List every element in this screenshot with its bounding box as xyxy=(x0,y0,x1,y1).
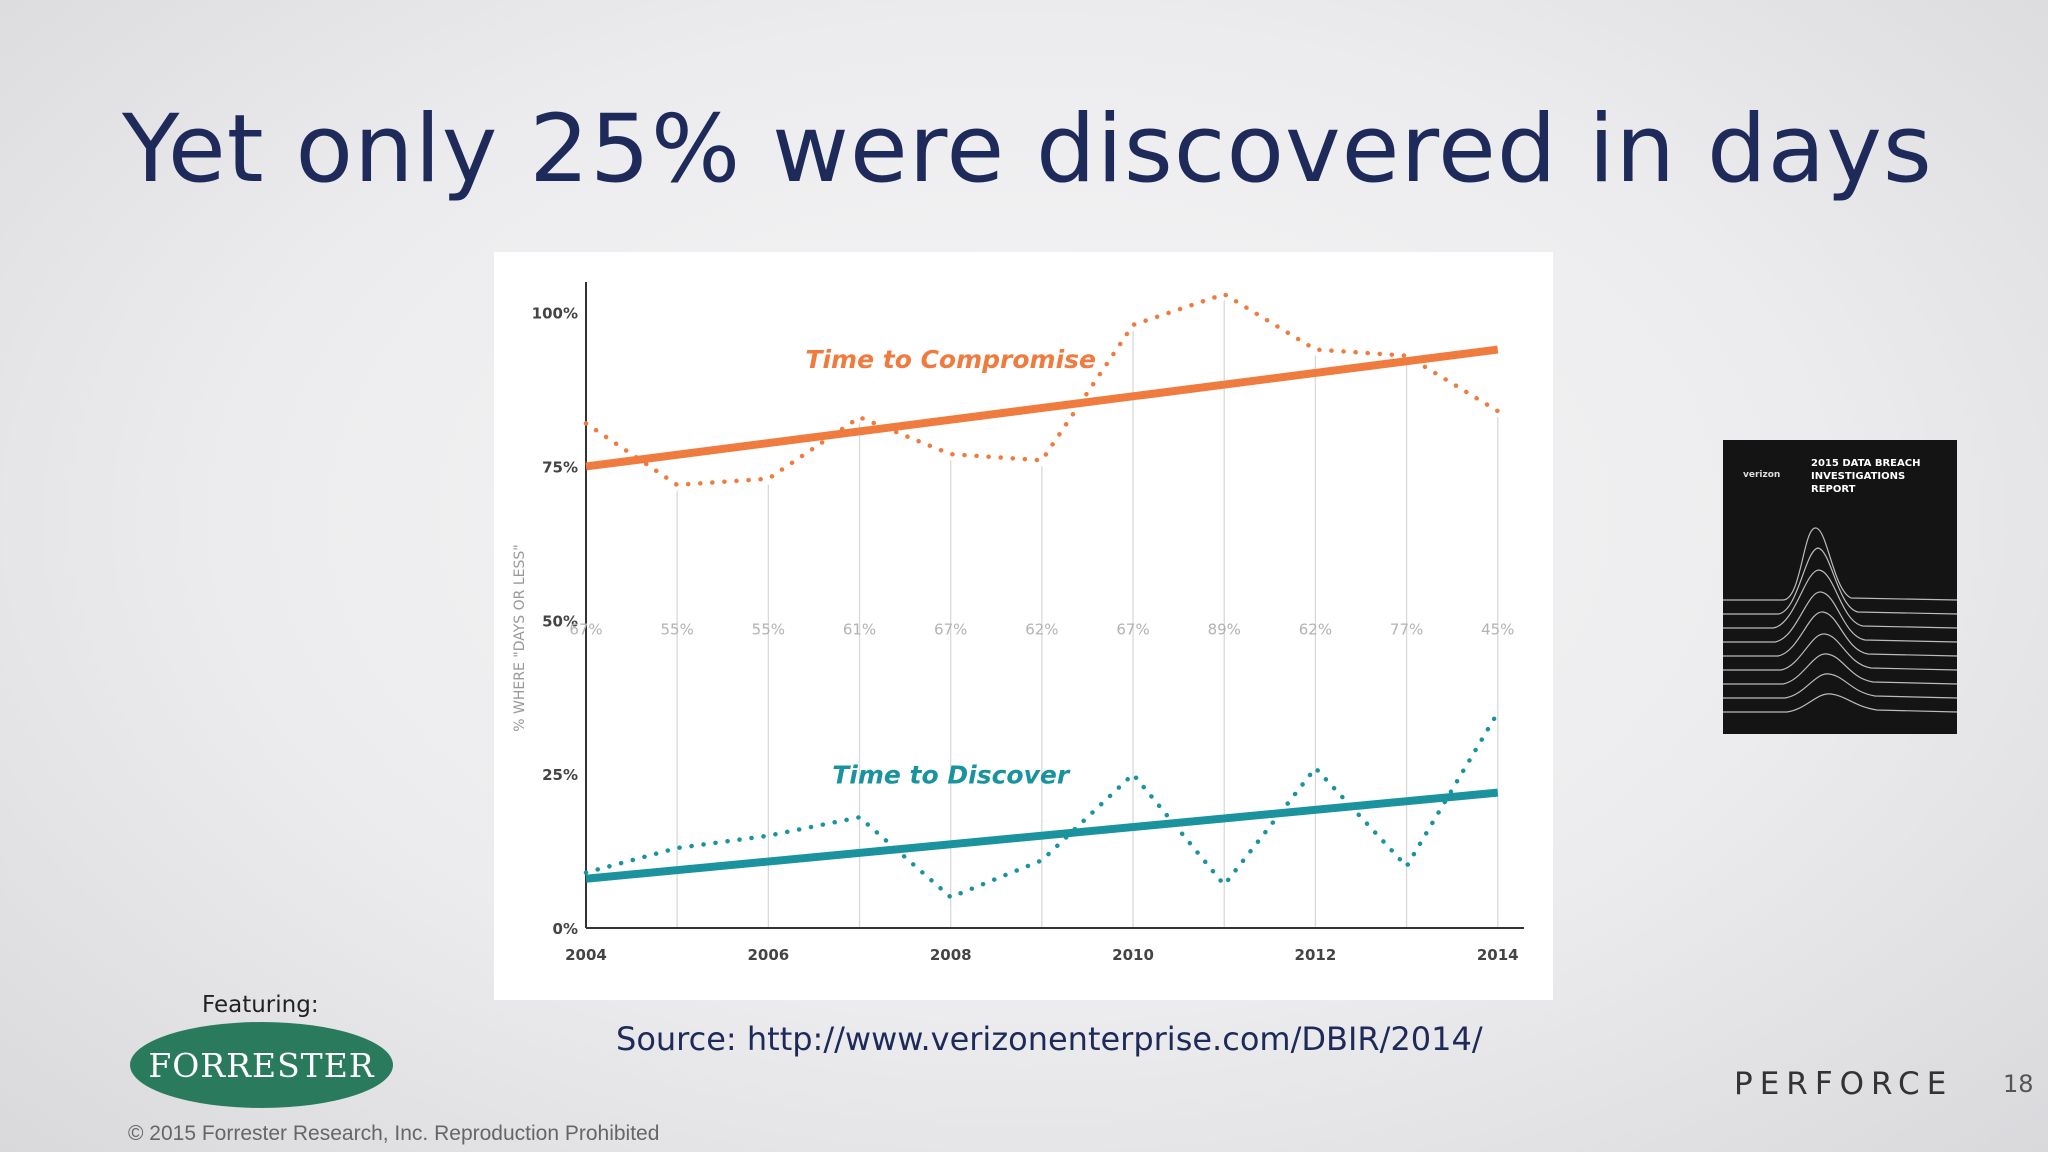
y-tick-label: 75% xyxy=(542,458,578,476)
gap-label: 61% xyxy=(843,621,876,639)
series-label: Time to Discover xyxy=(832,760,1071,789)
forrester-logo: FORRESTER xyxy=(130,1022,393,1108)
x-tick-label: 2014 xyxy=(1477,946,1519,964)
report-cover-title: 2015 DATA BREACH INVESTIGATIONS REPORT xyxy=(1811,458,1921,495)
gap-label: 62% xyxy=(1299,621,1332,639)
gap-label: 77% xyxy=(1390,621,1423,639)
report-cover-image: verizon 2015 DATA BREACH INVESTIGATIONS … xyxy=(1723,440,1957,734)
y-tick-label: 50% xyxy=(542,612,578,630)
gap-label: 62% xyxy=(1025,621,1058,639)
x-tick-label: 2010 xyxy=(1112,946,1154,964)
y-tick-label: 25% xyxy=(542,766,578,784)
x-tick-label: 2006 xyxy=(747,946,789,964)
forrester-logo-text: FORRESTER xyxy=(148,1045,375,1085)
y-tick-label: 100% xyxy=(532,305,578,323)
perforce-logo: PERFORCE xyxy=(1734,1066,1954,1102)
gap-label: 45% xyxy=(1481,621,1514,639)
series-label: Time to Compromise xyxy=(805,345,1096,374)
chart-panel: 0% 25% 50% 75% 100% 2004 2006 2008 2010 2012 2014%… xyxy=(494,252,1553,1000)
series-line-time-to-compromise xyxy=(583,291,1501,488)
gap-label: 67% xyxy=(934,621,967,639)
x-tick-label: 2008 xyxy=(930,946,972,964)
report-cover-brand: verizon xyxy=(1743,470,1781,480)
x-tick-label: 2004 xyxy=(565,946,607,964)
series-line-time-to-discover xyxy=(583,710,1501,900)
gap-label: 89% xyxy=(1208,621,1241,639)
trend-line-time-to-compromise xyxy=(585,345,1499,471)
source-citation: Source: http://www.verizonenterprise.com… xyxy=(616,1020,1483,1058)
gap-label: 67% xyxy=(569,621,602,639)
slide-title: Yet only 25% were discovered in days xyxy=(122,95,1933,204)
chart-svg: 0% 25% 50% 75% 100% 2004 2006 2008 2010 2012 2014%… xyxy=(512,282,1524,964)
report-cover-ridges xyxy=(1723,527,1957,713)
copyright-notice: © 2015 Forrester Research, Inc. Reproduc… xyxy=(128,1122,660,1145)
trend-line-time-to-discover xyxy=(585,788,1499,883)
y-tick-label: 0% xyxy=(553,920,578,938)
featuring-label: Featuring: xyxy=(202,992,319,1018)
gap-label: 67% xyxy=(1116,621,1149,639)
gap-label: 55% xyxy=(752,621,785,639)
x-tick-label: 2012 xyxy=(1295,946,1337,964)
gap-label: 55% xyxy=(661,621,694,639)
y-axis-label: % WHERE "DAYS OR LESS" xyxy=(512,544,528,731)
slide-number: 18 xyxy=(2003,1070,2034,1098)
